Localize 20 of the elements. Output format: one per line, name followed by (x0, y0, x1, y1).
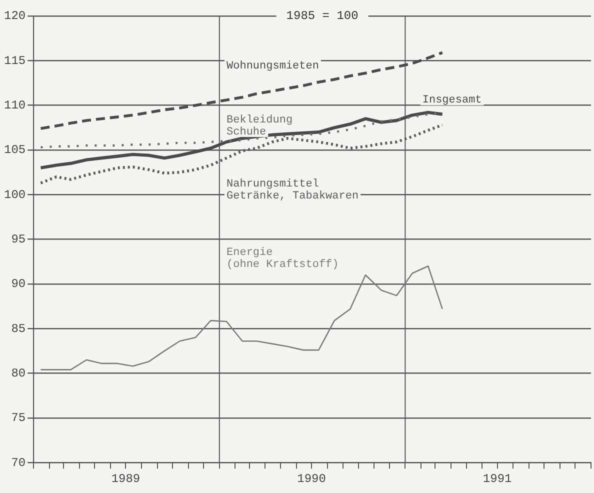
series-label: Wohnungsmieten (226, 60, 319, 72)
x-tick-label: 1991 (482, 472, 512, 486)
y-tick-label: 85 (11, 322, 26, 336)
y-tick-label: 115 (4, 54, 26, 68)
series-label: Bekleidung Schuhe (226, 114, 293, 138)
y-tick-label: 70 (11, 456, 26, 470)
y-tick-label: 80 (11, 366, 26, 380)
text: Energie (ohne Kraftstoff) (226, 246, 339, 271)
y-tick-label: 95 (11, 232, 26, 246)
y-tick-label: 110 (4, 98, 26, 112)
y-tick-label: 90 (11, 277, 26, 292)
series-label: Insgesamt (422, 94, 482, 107)
chart-title: 1985 = 100 (286, 9, 358, 24)
y-tick-label: 75 (11, 411, 26, 426)
y-tick-label: 100 (4, 188, 26, 202)
y-tick-label: 120 (4, 9, 26, 24)
y-tick-label: 105 (4, 143, 26, 158)
series-label: Nahrungsmittel Getränke, Tabakwaren (226, 178, 359, 202)
x-tick-label: 1989 (111, 472, 140, 486)
x-tick-label: 1990 (297, 472, 326, 486)
